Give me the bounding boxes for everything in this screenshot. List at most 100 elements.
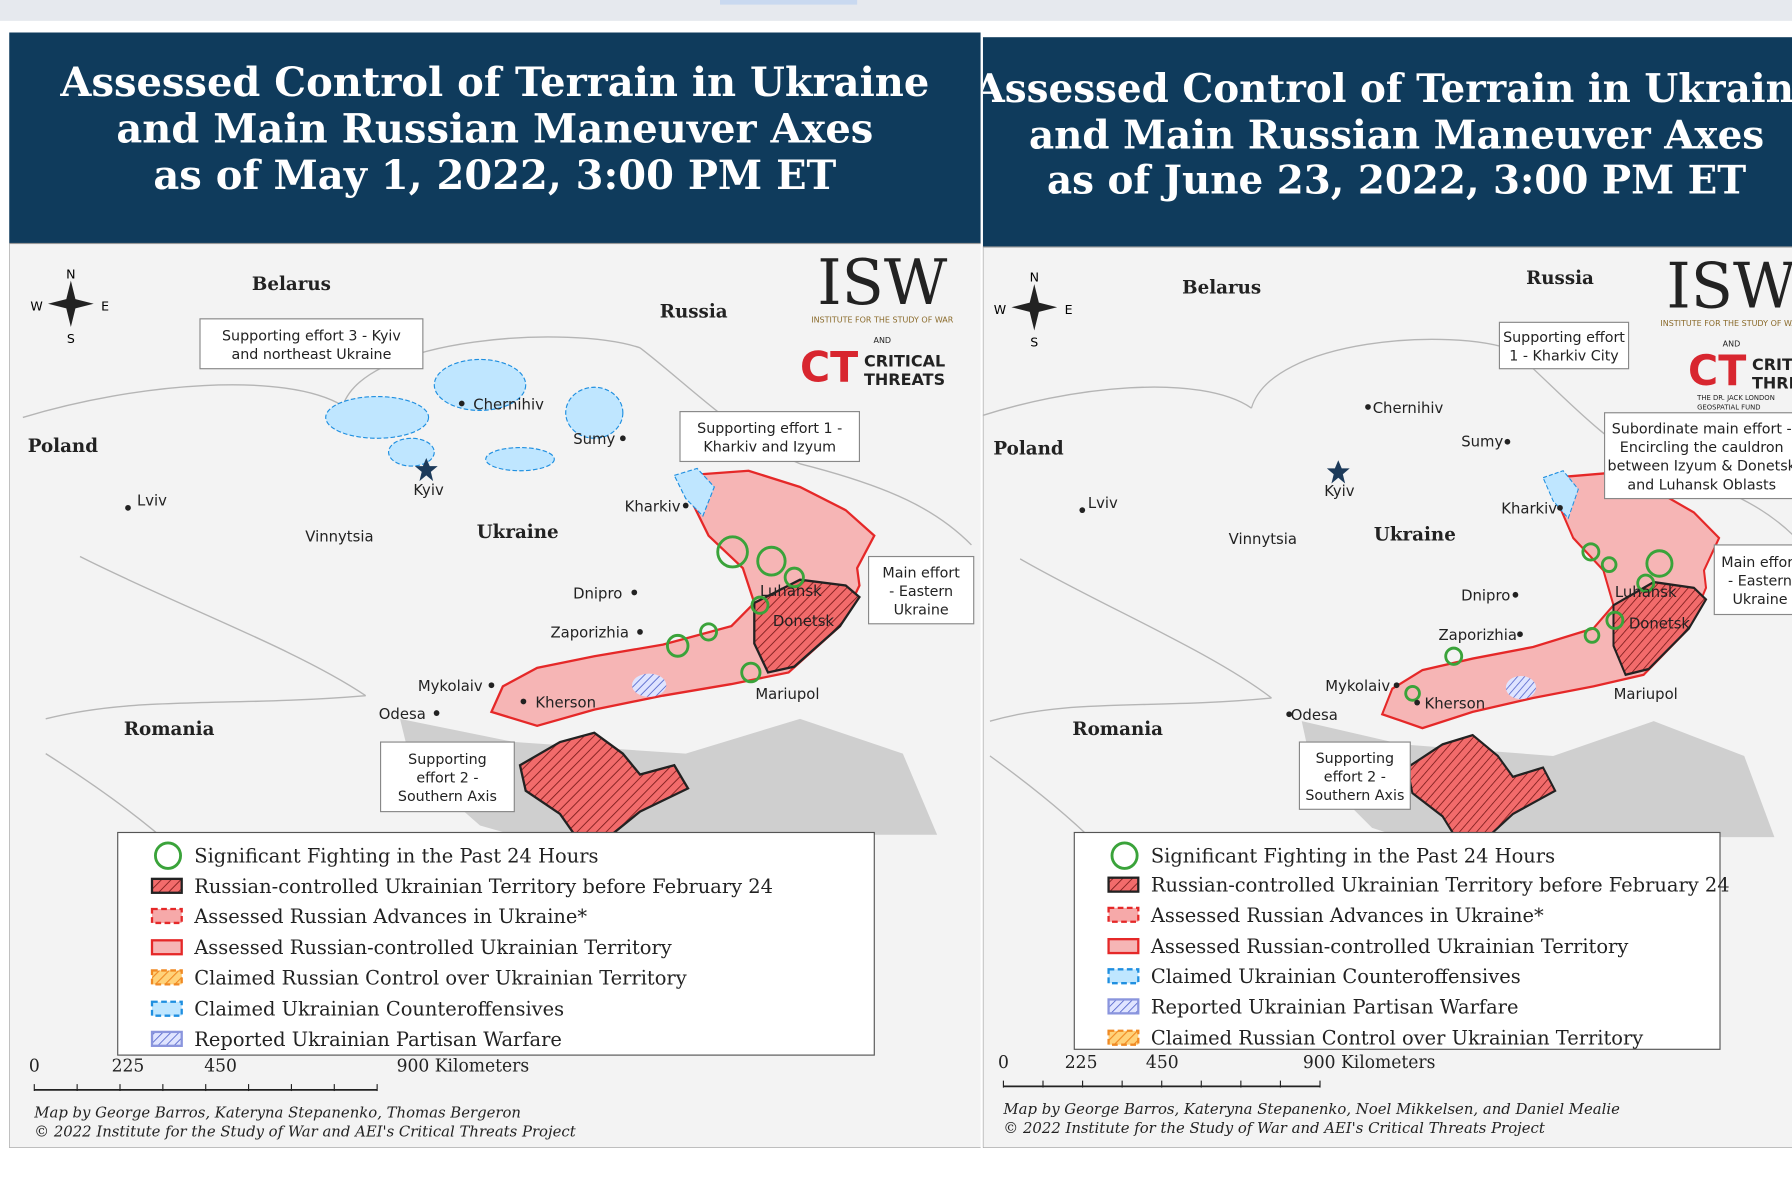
scale-label: 900 Kilometers	[397, 1056, 530, 1076]
compass-label: E	[1065, 302, 1073, 317]
city-label: Dnipro	[1461, 586, 1510, 604]
city-label: Sumy	[1461, 432, 1503, 450]
capital-star	[1326, 460, 1350, 484]
ukrainian-counteroffensive	[325, 395, 430, 439]
city-dot	[1512, 591, 1519, 598]
compass-label: E	[101, 299, 109, 314]
map-title: Assessed Control of Terrain in Ukraine	[974, 66, 1792, 112]
legend-label: Reported Ukrainian Partisan Warfare	[194, 1028, 562, 1051]
toolbar-tab[interactable]	[720, 0, 858, 5]
city-label: Donetsk	[1629, 614, 1691, 632]
legend-swatch	[1107, 1029, 1140, 1046]
compass-label: W	[30, 299, 43, 314]
legend-label: Russian-controlled Ukrainian Territory b…	[1151, 873, 1730, 896]
ukrainian-counteroffensive	[387, 437, 435, 467]
fighting-marker	[1404, 684, 1421, 702]
ukrainian-counteroffensive	[673, 467, 715, 517]
legend-label: Significant Fighting in the Past 24 Hour…	[1151, 845, 1555, 868]
city-label: Chernihiv	[1373, 399, 1444, 417]
callout-text: Southern Axis	[1305, 788, 1404, 804]
city-dot	[1557, 504, 1563, 511]
legend-label: Claimed Russian Control over Ukrainian T…	[194, 966, 686, 989]
city-label: Vinnytsia	[305, 527, 373, 545]
city-label: Mykolaiv	[418, 677, 483, 695]
city-label: Odesa	[379, 705, 426, 723]
logo-isw: ISW	[817, 245, 947, 319]
callout-box	[1604, 412, 1792, 500]
logo-critical: CRITICAL	[864, 351, 945, 370]
callout-text: Supporting	[1316, 751, 1394, 767]
legend-swatch	[1107, 968, 1140, 985]
city-label: Kyiv	[413, 481, 443, 499]
borders	[982, 338, 1792, 977]
map-shapes	[22, 336, 972, 975]
legend-swatch	[1110, 841, 1139, 870]
city-dot	[637, 629, 643, 635]
callout-box	[868, 555, 975, 625]
fighting-marker	[756, 545, 787, 577]
logo-fund: GEOSPATIAL FUND	[1697, 403, 1760, 411]
callout-box	[199, 318, 424, 370]
compass-label: W	[994, 302, 1007, 317]
fighting-marker	[716, 535, 749, 569]
legend-label: Assessed Russian Advances in Ukraine*	[1150, 904, 1544, 927]
borders	[22, 336, 972, 975]
map-title: as of May 1, 2022, 3:00 PM ET	[153, 151, 836, 199]
callout-text: and northeast Ukraine	[231, 347, 391, 363]
city-label: Mariupol	[1614, 685, 1678, 703]
logo-threats: THREATS	[1752, 373, 1792, 392]
legend-swatch	[150, 1030, 183, 1047]
city-label: Mykolaiv	[1325, 677, 1390, 695]
callout-text: Supporting	[408, 752, 486, 768]
logo-ct: CT	[800, 343, 859, 391]
city-dot	[620, 435, 626, 442]
crimea	[1406, 733, 1557, 851]
fighting-marker	[783, 566, 805, 589]
city-label: Zaporizhia	[550, 624, 628, 642]
callout-box	[1298, 741, 1411, 810]
map-title: as of June 23, 2022, 3:00 PM ET	[1047, 157, 1746, 203]
callout-text: Supporting effort	[1503, 330, 1625, 346]
country-label: Russia	[1526, 268, 1594, 289]
fighting-marker	[1583, 626, 1601, 644]
logo-and: AND	[1723, 340, 1741, 349]
callout-text: Subordinate main effort -	[1612, 422, 1792, 438]
callout-text: Supporting effort 1 -	[697, 421, 842, 437]
donbas-pre-feb24	[753, 578, 861, 674]
credit-line: Map by George Barros, Kateryna Stepanenk…	[1002, 1100, 1620, 1118]
callout-box	[1713, 544, 1792, 616]
fighting-marker	[1605, 610, 1625, 630]
city-dot	[682, 502, 689, 509]
callout-text: Encircling the cauldron	[1620, 440, 1784, 456]
legend-swatch	[150, 877, 183, 894]
fighting-marker	[1636, 573, 1656, 593]
city-dot	[520, 698, 527, 705]
legend-label: Claimed Ukrainian Counteroffensives	[194, 998, 564, 1021]
credit-line: © 2022 Institute for the Study of War an…	[34, 1122, 576, 1140]
legend-swatch	[1107, 998, 1140, 1015]
legend-box	[1073, 831, 1721, 1050]
city-label: Dnipro	[573, 584, 622, 602]
country-label: Romania	[124, 719, 215, 740]
callout-text: between Izyum & Donetsk	[1608, 459, 1792, 475]
map-title: and Main Russian Maneuver Axes	[116, 104, 873, 152]
fighting-marker	[699, 622, 718, 642]
callout-text: and Luhansk Oblasts	[1627, 477, 1776, 493]
city-label: Donetsk	[773, 612, 835, 630]
country-label: Poland	[28, 436, 98, 457]
city-label: Zaporizhia	[1439, 626, 1517, 644]
city-label: Sumy	[573, 430, 615, 448]
scale-label: 0	[998, 1053, 1009, 1073]
city-label: Kyiv	[1324, 482, 1354, 500]
city-dot	[433, 710, 440, 716]
scale-label: 0	[29, 1056, 40, 1076]
city-label: Kharkiv	[625, 497, 681, 515]
city-dot	[1079, 507, 1086, 514]
legend-swatch	[154, 841, 182, 870]
country-label: Belarus	[1182, 277, 1261, 298]
fighting-marker	[1581, 542, 1601, 562]
crimea	[518, 731, 690, 848]
fighting-marker	[666, 633, 690, 658]
